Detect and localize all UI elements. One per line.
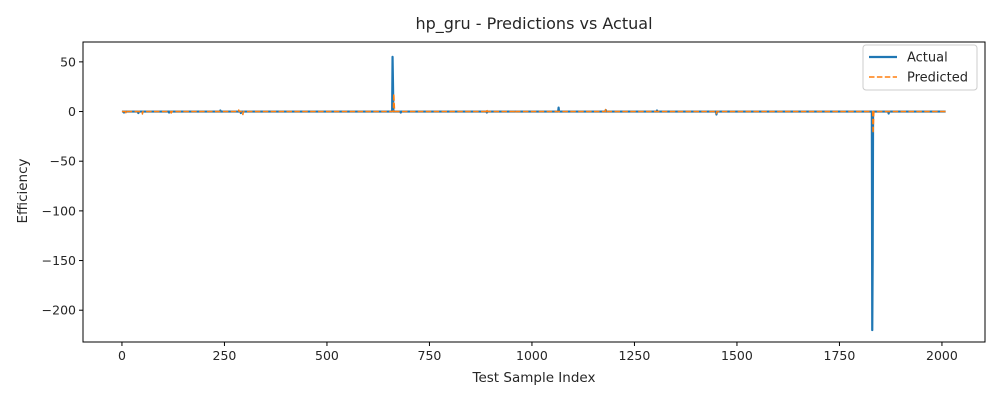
x-tick-label: 0 — [118, 348, 126, 363]
y-tick-label: 0 — [68, 104, 76, 119]
x-tick-label: 2000 — [926, 348, 958, 363]
chart-title: hp_gru - Predictions vs Actual — [415, 14, 652, 34]
axes-frame — [82, 41, 986, 343]
x-tick-label: 1750 — [824, 348, 856, 363]
axes: 0 250 500 750 1000 1250 1500 1750 2000500−50−100… — [42, 41, 986, 363]
x-tick-label: 750 — [418, 348, 442, 363]
x-tick-label: 1500 — [721, 348, 753, 363]
y-tick-label: −200 — [42, 303, 76, 318]
x-tick-label: 250 — [213, 348, 237, 363]
y-axis-label: Efficiency — [15, 158, 31, 223]
x-tick-label: 1250 — [619, 348, 651, 363]
legend-label-predicted: Predicted — [907, 71, 968, 86]
y-tick-label: −150 — [42, 253, 76, 268]
x-axis-label: Test Sample Index — [472, 370, 596, 386]
y-tick-label: −50 — [50, 154, 76, 169]
plot-area — [121, 55, 947, 332]
legend-label-actual: Actual — [907, 51, 948, 66]
series-line-predicted — [121, 92, 946, 135]
legend: Actual Predicted — [862, 44, 978, 91]
x-tick-label: 1000 — [516, 348, 548, 363]
x-tick-label: 500 — [315, 348, 339, 363]
y-tick-label: 50 — [60, 54, 76, 69]
y-tick-label: −100 — [42, 203, 76, 218]
